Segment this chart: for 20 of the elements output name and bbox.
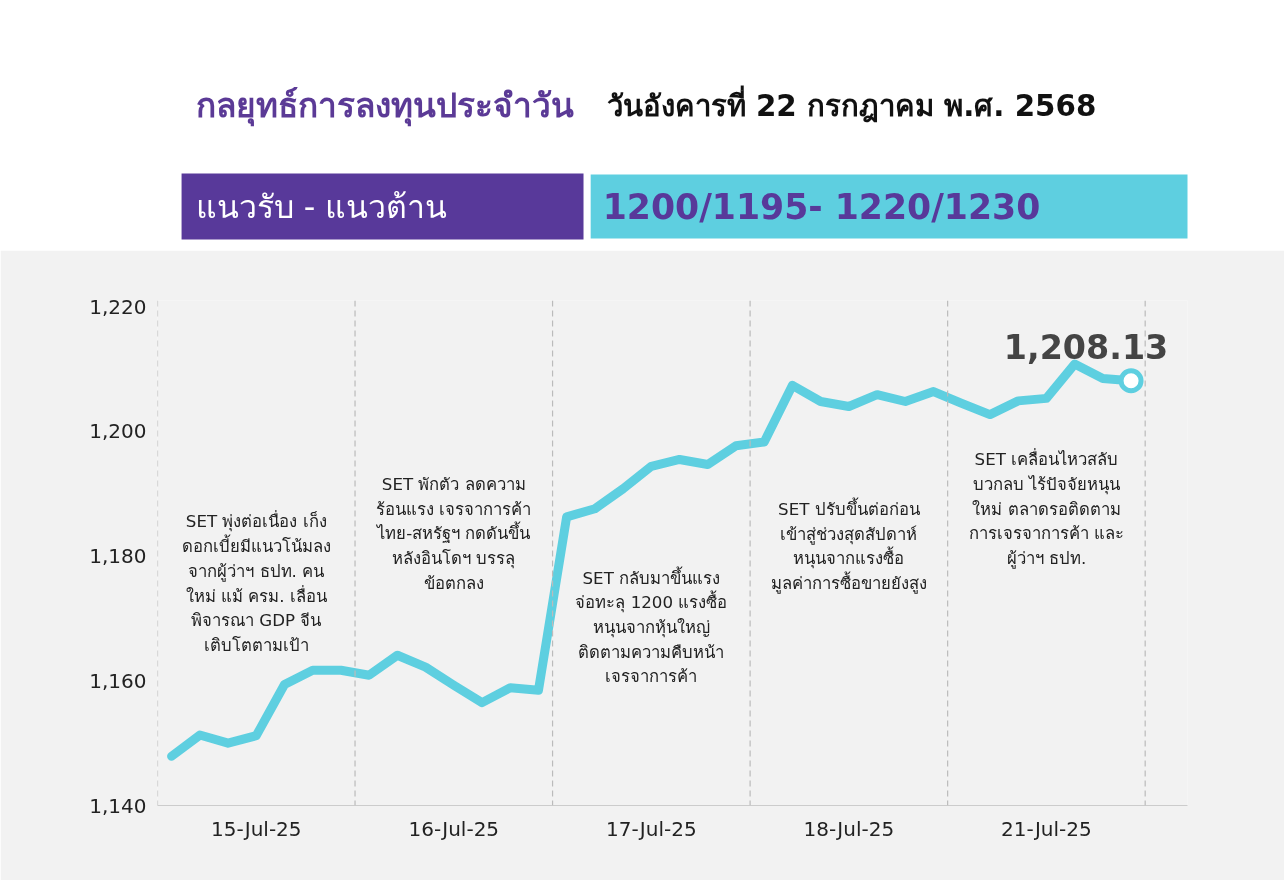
annotation: SET กลับมาขึ้นแรง จ่อทะลุ 1200 แรงซื้อ หนุนจากหุ้นใหญ่ ติดตามความคืบหน้า เจรจาการค้า — [575, 565, 728, 687]
y-tick-label: 1,200 — [89, 419, 147, 444]
y-tick-label: 1,180 — [89, 544, 147, 569]
x-tick-label: 18-Jul-25 — [803, 816, 895, 841]
chart-subtitle: วันอังคารที่ 22 กรกฎาคม พ.ศ. 2568 — [606, 84, 1097, 123]
chart-title: กลยุทธ์การลงทุนประจำวัน — [196, 86, 574, 127]
text: แนวรับ - แนวต้าน — [195, 187, 448, 226]
annotation: SET พุ่งต่อเนื่อง เก็ง ดอกเบี้ยมีแนวโน้มลง จากผู้ว่าฯ ธปท. คน ใหม่ แม้ ครม. เลื่อน พิจารณา GDP จีน เติบโตตามเป้า — [181, 510, 331, 655]
y-tick-label: 1,140 — [89, 793, 147, 818]
x-tick-label: 17-Jul-25 — [606, 816, 697, 841]
x-tick-label: 21-Jul-25 — [1001, 816, 1092, 841]
y-tick-label: 1,160 — [89, 668, 147, 693]
data-label: 1,208.13 — [1003, 327, 1169, 367]
x-tick-label: 15-Jul-25 — [210, 816, 302, 841]
annotation: SET เคลื่อนไหวสลับ บวกลบ ไร้ปัจจัยหนุน ใหม่ ตลาดรอติดตาม การเจรจาการค้า และ ผู้ว่าฯ ธปท. — [968, 448, 1125, 569]
text: 1200/1195- 1220/1230 — [602, 186, 1041, 227]
annotation: SET พักตัว ลดความ ร้อนแรง เจรจาการค้า ไทย-สหรัฐฯ กดดันขึ้น หลังอินโดฯ บรรลุ ข้อตกลง — [375, 475, 532, 593]
x-tick-label: 16-Jul-25 — [408, 816, 500, 841]
annotation: SET ปรับขึ้นต่อก่อน เข้าสู่ช่วงสุดสัปดาห์ หนุนจากแรงซื้อ มูลค่าการซื้อขายยังสูง — [770, 497, 927, 595]
y-tick-label: 1,220 — [89, 294, 147, 319]
